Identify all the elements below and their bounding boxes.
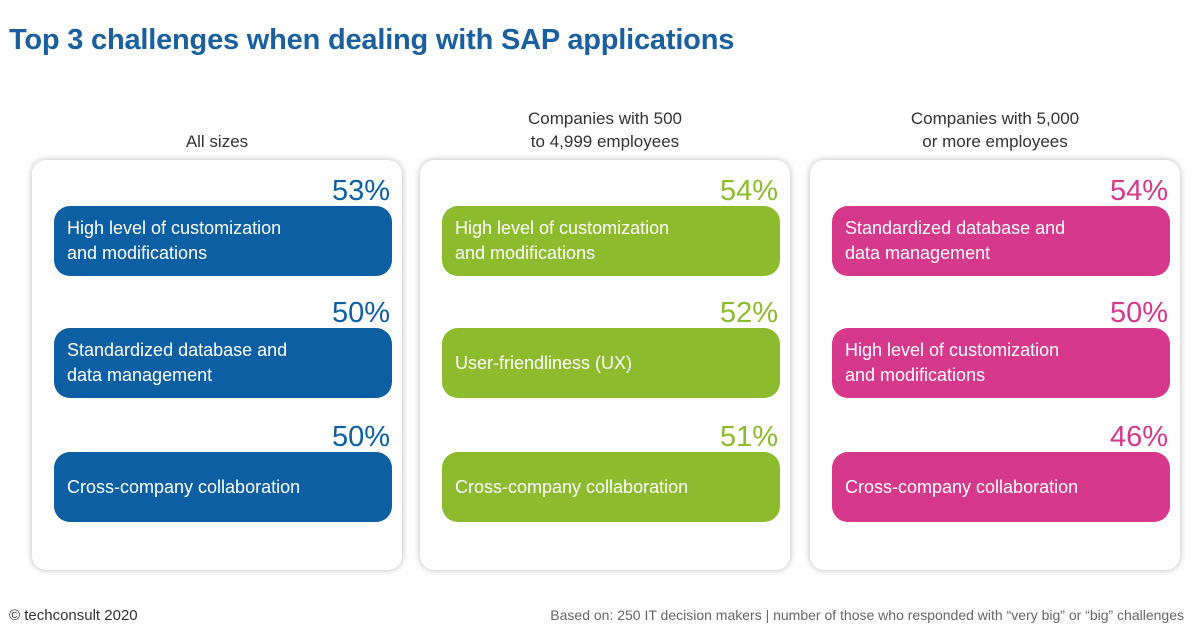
column-header-5000-plus: Companies with 5,000 or more employees xyxy=(810,105,1180,153)
challenge-bar: High level of customization and modifica… xyxy=(832,328,1170,398)
column-header-500-4999: Companies with 500 to 4,999 employees xyxy=(420,105,790,153)
copyright-text: © techconsult 2020 xyxy=(9,607,138,624)
percent-label: 53% xyxy=(331,175,390,207)
challenge-bar: High level of customization and modifica… xyxy=(442,206,780,276)
card-5000-plus: 54% Standardized database and data manag… xyxy=(810,160,1180,570)
source-note: Based on: 250 IT decision makers | numbe… xyxy=(550,607,1184,623)
percent-label: 52% xyxy=(719,297,778,329)
challenge-bar: Standardized database and data managemen… xyxy=(54,328,392,398)
column-title: All sizes xyxy=(185,132,249,151)
column-title: Companies with 5,000 or more employees xyxy=(910,109,1080,151)
percent-label: 54% xyxy=(719,175,778,207)
challenge-bar: High level of customization and modifica… xyxy=(54,206,392,276)
percent-label: 50% xyxy=(331,297,390,329)
challenge-bar: Cross-company collaboration xyxy=(442,452,780,522)
percent-label: 51% xyxy=(719,421,778,453)
percent-label: 46% xyxy=(1109,421,1168,453)
percent-label: 50% xyxy=(1109,297,1168,329)
page-title: Top 3 challenges when dealing with SAP a… xyxy=(9,24,735,56)
challenge-bar: Cross-company collaboration xyxy=(54,452,392,522)
percent-label: 50% xyxy=(331,421,390,453)
card-all-sizes: 53% High level of customization and modi… xyxy=(32,160,402,570)
column-header-all-sizes: All sizes xyxy=(32,105,402,153)
column-title: Companies with 500 to 4,999 employees xyxy=(527,109,683,151)
challenge-bar: Cross-company collaboration xyxy=(832,452,1170,522)
challenge-bar: User-friendliness (UX) xyxy=(442,328,780,398)
card-500-4999: 54% High level of customization and modi… xyxy=(420,160,790,570)
challenge-bar: Standardized database and data managemen… xyxy=(832,206,1170,276)
percent-label: 54% xyxy=(1109,175,1168,207)
